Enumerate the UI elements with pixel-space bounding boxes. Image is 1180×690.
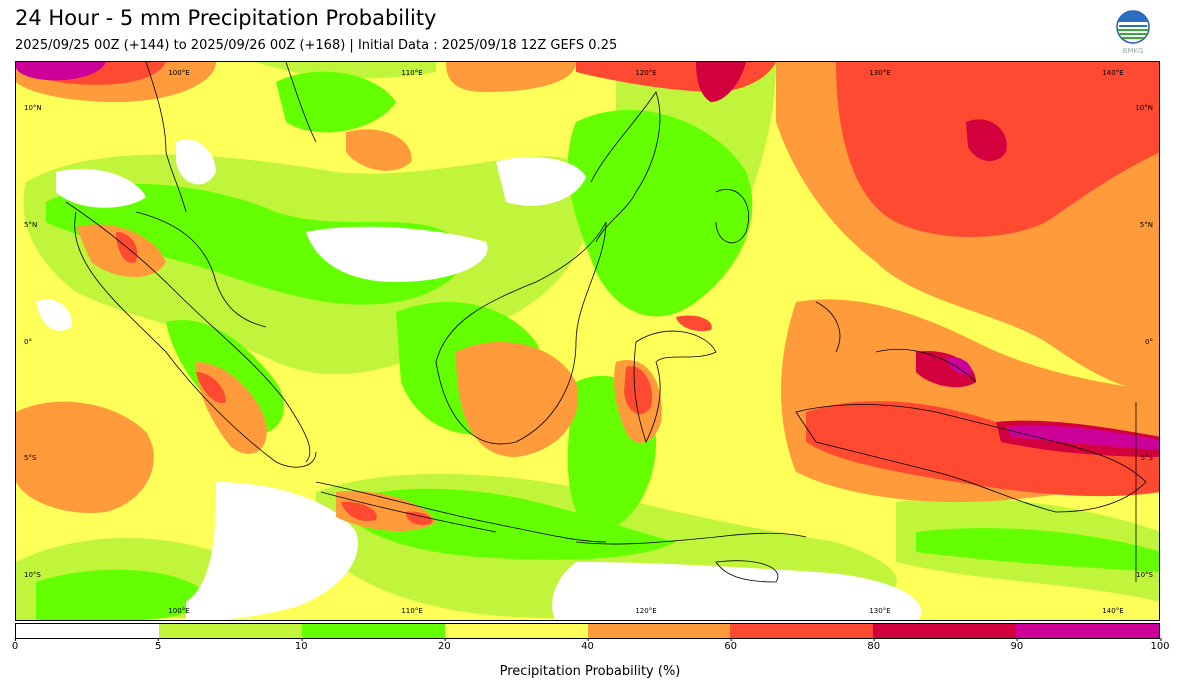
colorbar-ticks: 0 5 10 20 40 60 80 90 100 [11,638,1170,661]
colorbar [15,623,1160,639]
colorbar-segment [301,624,445,638]
colorbar-tick-label: 5 [154,638,162,652]
colorbar-segment [1016,624,1159,638]
logo-text: BMKG [1123,47,1144,55]
lat-label-right-5s: 5°S [1141,454,1154,462]
lat-label-right-10n: 10°N [1135,104,1153,112]
colorbar-segment [158,624,302,638]
colorbar-tick-label: 20 [438,638,451,652]
lon-label-bottom-140: 140°E [1102,607,1123,615]
lat-label-left-10s: 10°S [24,571,41,579]
colorbar-segment [730,624,874,638]
lon-label-top-130: 130°E [869,69,890,77]
lat-label-left-5n: 5°N [24,221,37,229]
lon-label-bottom-120: 120°E [635,607,656,615]
colorbar-tick-label: 0 [11,638,19,652]
colorbar-label: Precipitation Probability (%) [499,664,681,679]
lon-label-top-110: 110°E [401,69,422,77]
map-title: 24 Hour - 5 mm Precipitation Probability [15,6,437,30]
colorbar-segment [16,624,159,638]
colorbar-tick-label: 80 [867,638,881,652]
lon-label-top-140: 140°E [1102,69,1123,77]
colorbar-tick-label: 10 [294,638,308,652]
colorbar-segment [873,624,1017,638]
lat-label-right-10s: 10°S [1136,571,1153,579]
lon-label-bottom-100: 100°E [168,607,189,615]
colorbar-tick-label: 90 [1010,638,1024,652]
colorbar-segment [444,624,588,638]
lat-label-left-10n: 10°N [24,104,42,112]
colorbar-tick-label: 60 [724,638,737,652]
lat-label-left-5s: 5°S [24,454,37,462]
lat-label-left-0: 0° [24,338,32,346]
lon-label-bottom-130: 130°E [869,607,890,615]
precipitation-map: 100°E 110°E 120°E 130°E 140°E 100°E 110°… [15,61,1160,621]
lat-label-right-0: 0° [1145,338,1153,346]
colorbar-tick-label: 100 [1150,638,1170,652]
colorbar-segment [587,624,731,638]
lat-label-right-5n: 5°N [1140,221,1153,229]
lon-label-bottom-110: 110°E [401,607,422,615]
bmkg-logo-icon: BMKG [1113,10,1153,56]
map-subtitle: 2025/09/25 00Z (+144) to 2025/09/26 00Z … [15,38,618,53]
colorbar-tick-label: 40 [581,638,594,652]
lon-label-top-120: 120°E [635,69,656,77]
lon-label-top-100: 100°E [168,69,189,77]
